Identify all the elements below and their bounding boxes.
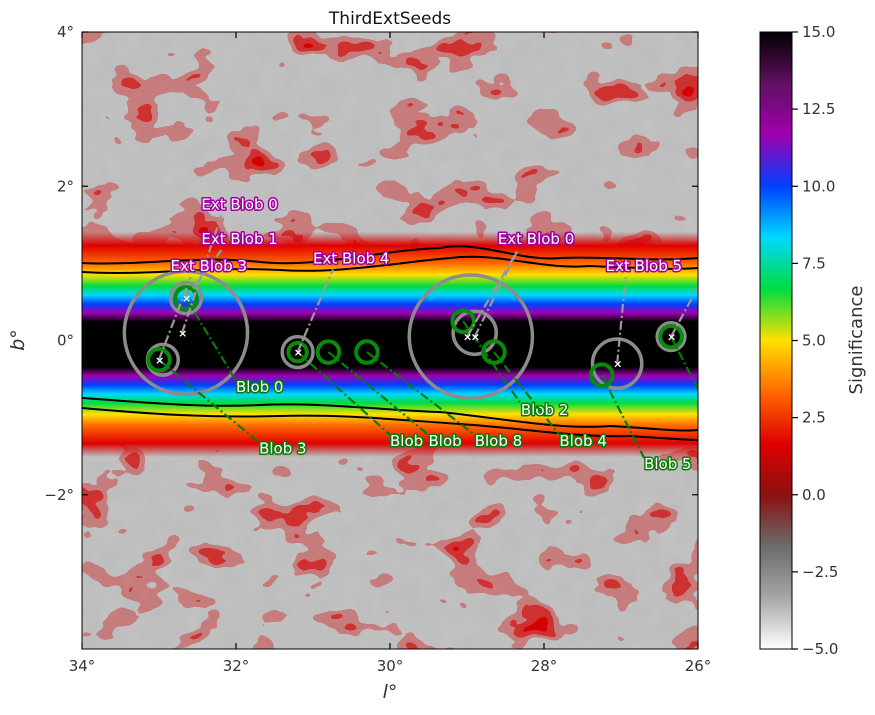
blob-label: Blob 1 (713, 416, 760, 434)
x-axis-label: l° (383, 681, 398, 703)
ext-blob-circle (122, 269, 250, 397)
ext-blob-label: Ext Blob 1 (201, 230, 277, 248)
blob-leader-line (158, 358, 260, 444)
colorbar-tick-label: 15.0 (802, 23, 835, 41)
ext-blob-marker: × (471, 331, 480, 344)
significance-contour-upper-2 (82, 255, 698, 274)
ext-blob-circle (280, 334, 315, 370)
ext-blob-leader-line (473, 249, 519, 338)
ext-blob-circle (451, 309, 499, 357)
ext-blob-label: Ext Blob 5 (606, 257, 682, 275)
blob-label: Blob 5 (644, 455, 691, 473)
colorbar-tick-label: 2.5 (802, 409, 826, 427)
blob-leader-line (185, 297, 237, 382)
colorbar-tick-label: −2.5 (802, 563, 838, 581)
ext-blob-marker: × (613, 358, 622, 371)
ext-blob-leader-line (616, 276, 627, 364)
blob-leader-line (493, 351, 561, 436)
ext-blob-label: Ext Blob 3 (698, 230, 774, 248)
blob-circle (146, 347, 172, 373)
significance-contour-lower (82, 397, 698, 432)
ext-blob-label: Ext Blob 2 (498, 230, 574, 248)
blob-label: Blob 0 (236, 378, 283, 396)
colorbar-tick-label: 10.0 (802, 177, 835, 195)
plot-area: Blob 0 Blob 3 Blob Blob Blob 8 Blob 2 Blob 4 Bl… (82, 32, 774, 649)
ext-blob-leader-line (185, 249, 223, 299)
ext-blob-leader-line (157, 276, 192, 361)
y-axis-ticks: 4° 2° 0° −2° (44, 23, 698, 504)
colorbar-label: Significance (846, 286, 867, 395)
ext-blob-marker: × (294, 346, 303, 359)
blob-label: Blob (390, 432, 423, 450)
blob-circle (588, 362, 615, 388)
ext-blob-marker: × (155, 354, 164, 367)
colorbar (759, 31, 793, 650)
x-tick-label: 32° (223, 657, 250, 675)
ext-blob-marker: × (667, 331, 676, 344)
blob-circle (315, 339, 342, 365)
ext-blob-circle (407, 273, 535, 400)
blob-leader-line (366, 351, 476, 436)
x-tick-label: 28° (531, 657, 558, 675)
colorbar-tick-label: 0.0 (802, 486, 826, 504)
ext-blob-leader-line (181, 215, 223, 334)
significance-contour-lower-2 (82, 407, 698, 441)
colorbar-tick-label: 12.5 (802, 100, 835, 118)
y-tick-label: −2° (44, 486, 74, 504)
ext-blob-leader-line (296, 268, 335, 353)
ext-blob-marker: × (463, 331, 472, 344)
colorbar-tick-label: −5.0 (802, 640, 838, 658)
ext-blob-label: Ext Blob 4 (313, 249, 389, 267)
chart-title: ThirdExtSeeds (328, 9, 451, 29)
blob-circle (173, 285, 199, 311)
blob-label: Blob (429, 432, 462, 450)
colorbar-tick-label: 7.5 (802, 254, 826, 272)
y-tick-label: 4° (57, 23, 74, 41)
y-tick-label: 0° (57, 332, 74, 350)
blob-circle (354, 339, 380, 365)
blob-leader-line (296, 351, 391, 436)
x-tick-label: 30° (377, 657, 404, 675)
ext-blob-label: Ext Blob 3 (171, 257, 247, 275)
blob-leader-line (327, 351, 430, 436)
x-axis-ticks: 34° 32° 30° 28° 26° (69, 32, 712, 675)
significance-contour-upper (82, 245, 698, 265)
blob-circle (658, 323, 684, 350)
y-axis-label: b° (7, 329, 29, 351)
ext-blob-circle (590, 337, 644, 391)
ext-blob-circle (655, 321, 687, 353)
ext-blob-label: Ext Blob 0 (201, 195, 277, 213)
ext-blob-marker: × (182, 292, 191, 305)
seed-overlay: Blob 0 Blob 3 Blob Blob Blob 8 Blob 2 Blob 4 Bl… (122, 194, 774, 474)
colorbar-ticks: 15.0 12.5 10.0 7.5 5.0 2.5 0.0 −2.5 −5.0 (792, 23, 838, 658)
blob-leader-line (600, 374, 646, 459)
blob-label: Blob 8 (475, 432, 522, 450)
blob-label: Blob 3 (259, 439, 306, 457)
blob-circle (481, 339, 507, 365)
ext-blob-circle (168, 280, 204, 316)
blob-circle (286, 340, 309, 364)
y-tick-label: 2° (57, 177, 74, 195)
colorbar-tick-label: 5.0 (802, 332, 826, 350)
ext-blob-label: Ext Blob 0 (498, 230, 574, 248)
x-tick-label: 34° (69, 657, 96, 675)
blob-label: Blob 4 (559, 432, 606, 450)
blob-circle (450, 308, 476, 334)
blob-label: Blob 2 (521, 401, 568, 419)
x-tick-label: 26° (685, 657, 712, 675)
ext-blob-marker: × (178, 327, 187, 340)
blob-leader-line (670, 336, 698, 392)
